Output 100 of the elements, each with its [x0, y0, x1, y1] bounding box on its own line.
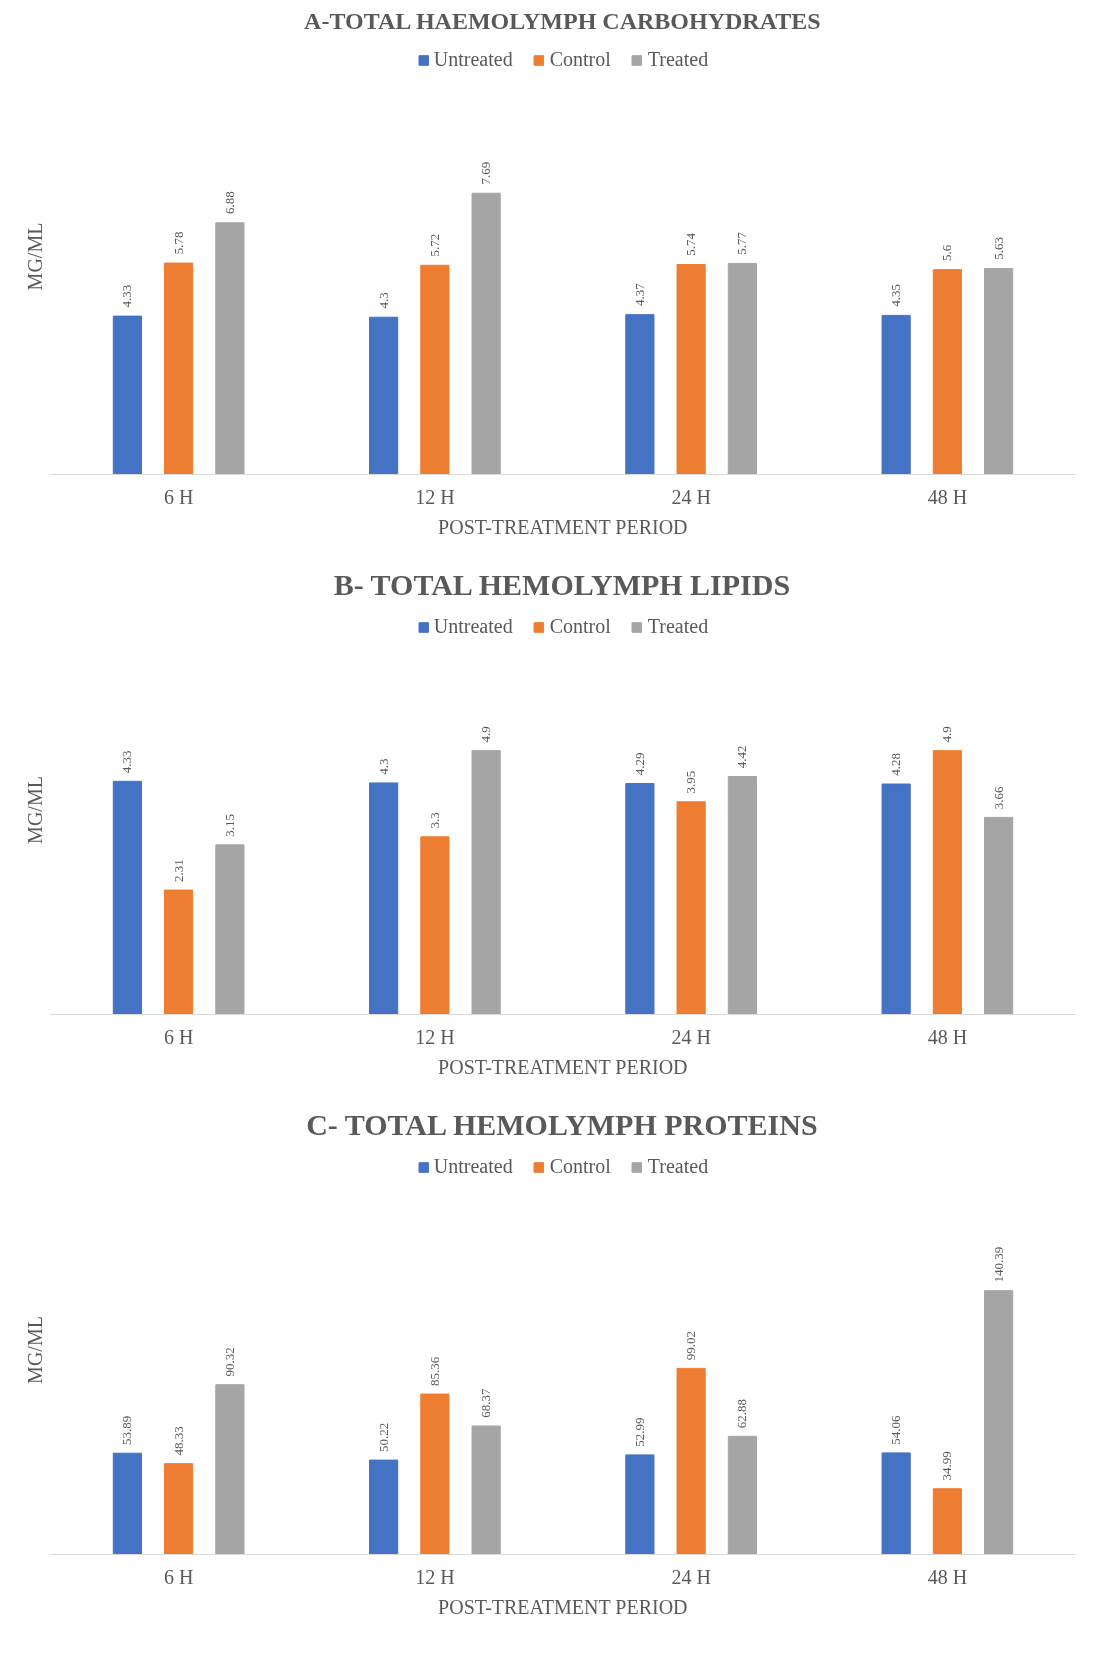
x-tick-label: 6 H	[163, 1565, 194, 1588]
data-label: 5.63	[990, 237, 1006, 260]
x-tick-label: 48 H	[927, 1565, 968, 1588]
bar	[881, 1452, 911, 1555]
data-label: 3.66	[990, 785, 1006, 810]
bar	[369, 782, 399, 1015]
x-tick-label: 12 H	[415, 1025, 455, 1048]
x-tick-label: 24 H	[671, 1565, 711, 1588]
chart-title: C- TOTAL HEMOLYMPH PROTEINS	[306, 1107, 818, 1141]
data-label: 62.88	[734, 1398, 750, 1429]
bar	[215, 1384, 245, 1555]
legend-label: Treated	[647, 615, 709, 638]
data-label: 2.31	[170, 859, 186, 882]
bar	[471, 1425, 501, 1555]
chart-title: B- TOTAL HEMOLYMPH LIPIDS	[333, 567, 791, 601]
bar	[164, 889, 194, 1015]
legend-label: Treated	[647, 48, 709, 71]
legend-label: Untreated	[433, 1155, 513, 1178]
bar	[932, 750, 962, 1015]
x-tick-label: 12 H	[415, 1565, 455, 1588]
x-tick-label: 12 H	[415, 485, 455, 508]
bar	[112, 780, 142, 1015]
legend-label: Control	[549, 615, 611, 638]
bar	[112, 315, 142, 475]
data-label: 4.35	[888, 283, 904, 307]
y-axis-title: MG/ML	[23, 776, 46, 844]
data-label: 5.74	[683, 232, 699, 256]
data-label: 90.32	[221, 1347, 237, 1377]
data-label: 4.9	[939, 726, 955, 743]
bar	[369, 1459, 399, 1555]
data-label: 3.15	[221, 813, 237, 837]
data-label: 99.02	[683, 1330, 699, 1361]
data-label: 53.89	[119, 1415, 135, 1446]
bar	[625, 314, 655, 475]
bar	[984, 816, 1014, 1015]
data-label: 4.3	[375, 292, 391, 309]
bar	[215, 844, 245, 1015]
bar	[625, 1454, 655, 1555]
bar	[881, 314, 911, 475]
bar	[420, 264, 450, 475]
data-label: 4.37	[631, 282, 647, 306]
x-tick-label: 24 H	[671, 485, 711, 508]
data-label: 50.22	[375, 1422, 391, 1452]
data-label: 54.06	[888, 1414, 904, 1445]
x-tick-label: 48 H	[927, 1025, 968, 1048]
data-label: 4.42	[734, 745, 750, 769]
bar	[164, 262, 194, 475]
data-label: 52.99	[631, 1417, 647, 1447]
data-label: 4.33	[119, 750, 135, 774]
bar	[625, 782, 655, 1015]
data-label: 4.3	[375, 758, 391, 775]
legend-label: Untreated	[433, 615, 513, 638]
data-label: 5.6	[939, 244, 955, 261]
bar	[215, 222, 245, 475]
x-axis-title: POST-TREATMENT PERIOD	[438, 1595, 688, 1618]
data-label: 140.39	[990, 1246, 1006, 1283]
bar	[727, 775, 757, 1015]
bar	[164, 1463, 194, 1555]
bar	[984, 1290, 1014, 1555]
data-label: 5.77	[734, 231, 750, 255]
data-label: 4.29	[631, 752, 647, 776]
bar	[727, 262, 757, 475]
data-label: 4.33	[119, 284, 135, 308]
data-label: 4.9	[478, 726, 494, 743]
data-label: 68.37	[478, 1388, 494, 1418]
bar	[881, 783, 911, 1015]
bar	[420, 1393, 450, 1555]
data-label: 3.3	[426, 812, 442, 829]
data-label: 6.88	[221, 191, 237, 215]
legend-label: Control	[549, 48, 611, 71]
legend-label: Control	[549, 1155, 611, 1178]
data-label: 5.72	[426, 233, 442, 257]
data-label: 7.69	[478, 161, 494, 185]
y-axis-title: MG/ML	[23, 222, 46, 291]
bar	[471, 192, 501, 475]
bar	[112, 1452, 142, 1555]
data-label: 4.28	[888, 753, 904, 776]
data-label: 34.99	[939, 1451, 955, 1481]
legend-label: Untreated	[433, 48, 513, 71]
bar	[984, 268, 1014, 475]
x-tick-label: 6 H	[163, 1025, 194, 1048]
bar	[471, 750, 501, 1015]
bar	[727, 1435, 757, 1555]
legend-label: Treated	[647, 1155, 709, 1178]
bar	[369, 316, 399, 475]
bar	[932, 269, 962, 475]
x-tick-label: 24 H	[671, 1025, 711, 1048]
bar	[932, 1488, 962, 1555]
x-tick-label: 6 H	[163, 485, 194, 508]
x-tick-label: 48 H	[927, 485, 968, 508]
x-axis-title: POST-TREATMENT PERIOD	[438, 515, 688, 538]
chart-title: A-TOTAL HAEMOLYMPH CARBOHYDRATES	[304, 7, 821, 34]
data-label: 5.78	[170, 231, 186, 255]
data-label: 3.95	[683, 770, 699, 794]
data-label: 85.36	[426, 1356, 442, 1386]
bar	[420, 836, 450, 1015]
bar	[676, 801, 706, 1015]
bar	[676, 1367, 706, 1555]
y-axis-title: MG/ML	[23, 1316, 46, 1384]
data-label: 48.33	[170, 1426, 186, 1456]
